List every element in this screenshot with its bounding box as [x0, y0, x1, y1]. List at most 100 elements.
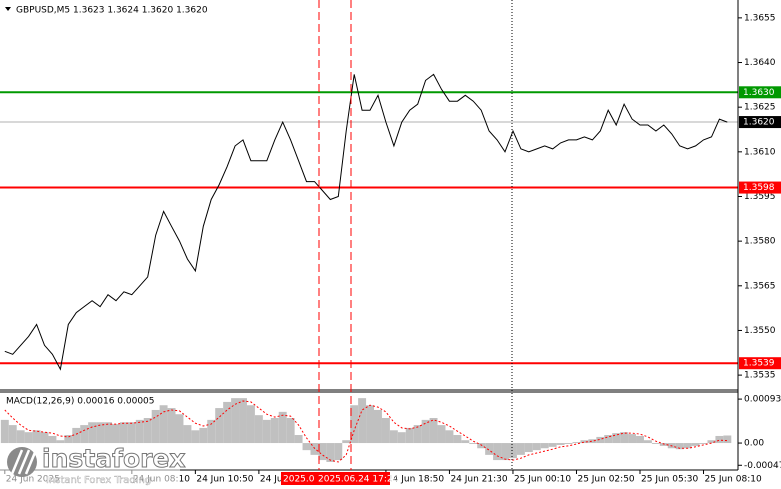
macd-bar	[358, 398, 367, 444]
y-tick-label: 0.00093	[744, 395, 781, 405]
macd-bar	[119, 422, 128, 444]
macd-bar	[715, 435, 724, 444]
macd-bar	[564, 443, 573, 444]
macd-bar	[223, 401, 232, 444]
marker-label: 2025.06.24 17:20	[318, 475, 399, 485]
macd-bar	[405, 427, 414, 444]
macd-bar	[397, 432, 406, 444]
marker-label-box	[316, 472, 390, 485]
macd-bar	[80, 425, 89, 444]
level-label-box	[739, 181, 781, 194]
macd-bar	[604, 435, 613, 444]
title-arrow	[5, 7, 11, 11]
signal-line	[4, 400, 728, 463]
macd-bar	[24, 432, 33, 444]
macd-bar	[485, 443, 494, 455]
macd-bar	[96, 422, 105, 444]
macd-bar	[254, 415, 263, 444]
macd-bar	[135, 419, 144, 444]
macd-bar	[683, 443, 692, 449]
watermark: instaforex Instant Forex Trading	[0, 444, 186, 489]
macd-bar	[469, 443, 478, 444]
marker-label: 2025.0	[283, 475, 315, 485]
macd-bar	[175, 414, 184, 444]
macd-bar	[40, 432, 49, 444]
x-tick-label: 25 Jun 08:10	[705, 475, 762, 485]
macd-bar	[16, 430, 25, 444]
macd-bar	[508, 443, 517, 459]
y-tick-label: 1.3640	[744, 58, 776, 68]
x-tick-label: 25 Jun 02:50	[577, 475, 634, 485]
macd-bar	[326, 443, 335, 462]
y-tick-label: 1.3550	[744, 326, 776, 336]
macd-bar	[215, 408, 224, 444]
macd-bar	[461, 440, 470, 444]
level-label-box	[739, 86, 781, 99]
watermark-icon-stripe	[10, 449, 24, 475]
macd-bar	[580, 440, 589, 444]
x-tick-label: 24 Jun 10:50	[196, 475, 253, 485]
macd-bar	[342, 440, 351, 444]
macd-bar	[413, 425, 422, 444]
macd-bar	[453, 435, 462, 444]
macd-bar	[104, 422, 112, 444]
y-tick-label: 1.3595	[744, 192, 776, 202]
macd-bar	[620, 432, 629, 444]
macd-bar	[501, 443, 509, 461]
macd-bar	[56, 440, 65, 444]
x-tick-label: 24 Jun 18:50	[387, 475, 444, 485]
macd-bar	[643, 440, 652, 444]
macd-bar	[532, 443, 541, 451]
macd-bar	[334, 443, 343, 461]
macd-bar	[262, 419, 271, 444]
y-tick-label: 0.00	[744, 439, 764, 449]
macd-bar	[72, 427, 81, 444]
watermark-icon-stripe	[24, 449, 38, 475]
macd-bar	[707, 440, 716, 444]
macd-bar	[310, 443, 319, 455]
x-tick-label: 25 Jun 00:10	[514, 475, 571, 485]
macd-bar	[239, 398, 247, 444]
marker-label-box	[281, 472, 319, 485]
macd-bar	[143, 418, 152, 444]
macd-bar	[127, 422, 136, 444]
x-tick-label: 24 Jun 21:30	[450, 475, 507, 485]
macd-bar	[572, 442, 581, 444]
macd-bar	[556, 443, 565, 445]
level-label: 1.3539	[743, 359, 775, 369]
macd-bar	[596, 436, 605, 444]
macd-bar	[231, 398, 240, 444]
macd-bar	[207, 419, 216, 444]
y-tick-label: 1.3580	[744, 237, 776, 247]
macd-bar	[8, 425, 17, 444]
macd-bar	[374, 409, 382, 444]
macd-bar	[588, 439, 597, 444]
y-tick-label: -0.00047	[744, 461, 781, 471]
macd-bar	[183, 425, 192, 444]
watermark-brand: instaforex	[42, 444, 186, 473]
macd-bar	[477, 443, 486, 449]
macd-bar	[64, 435, 73, 444]
macd-bar	[246, 405, 255, 444]
macd-bar	[191, 430, 200, 444]
level-label-box	[739, 357, 781, 370]
macd-bar	[199, 427, 208, 444]
y-tick-label: 1.3535	[744, 371, 776, 381]
macd-bar	[318, 443, 327, 461]
macd-bar	[278, 411, 287, 444]
x-tick-label: 25 Jun 05:30	[641, 475, 698, 485]
y-tick-label: 1.3565	[744, 281, 776, 291]
macd-bar	[612, 433, 621, 444]
plot-area	[0, 73, 738, 463]
macd-bar	[350, 405, 359, 444]
macd-bar	[516, 443, 525, 455]
macd-bar	[167, 408, 176, 444]
macd-bar	[32, 430, 41, 444]
macd-bar	[691, 443, 700, 446]
macd-bar	[286, 418, 295, 444]
macd-bar	[48, 435, 57, 444]
level-label: 1.3598	[743, 183, 775, 193]
macd-bar	[366, 405, 375, 444]
